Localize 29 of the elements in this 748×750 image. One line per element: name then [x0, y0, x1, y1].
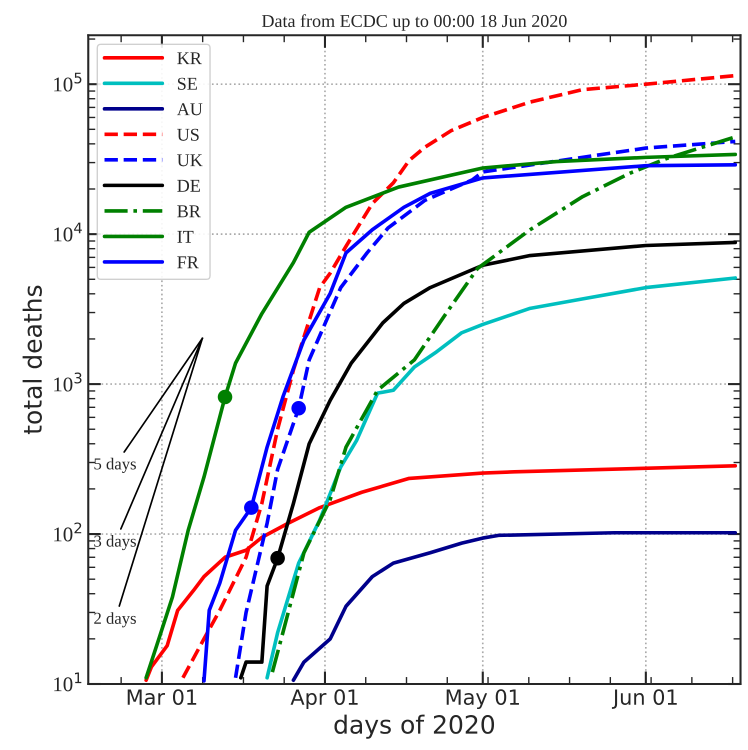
- y-tick-label: 10$^{4}$: [54, 222, 82, 242]
- legend-label: US: [177, 128, 199, 141]
- point: [218, 390, 232, 404]
- legend-label: UK: [177, 154, 203, 166]
- y-tick-label: 10$^{5}$: [54, 72, 82, 92]
- x-tick-label: May 01: [446, 689, 519, 710]
- annotation: 3 days: [94, 534, 136, 550]
- legend-label: SE: [178, 78, 197, 90]
- point: [291, 400, 306, 416]
- legend-label: KR: [177, 52, 202, 64]
- legend-label: FR: [177, 256, 199, 268]
- chart-title: Data from ECDC up to 00:00 18 Jun 2020: [262, 14, 567, 31]
- x-axis-title: days of 2020: [334, 714, 494, 739]
- annotation: 2 days: [94, 612, 136, 628]
- point: [270, 550, 285, 566]
- y-tick-label: 10$^{1}$: [54, 672, 82, 692]
- legend-label: DE: [177, 180, 200, 192]
- line-series: [292, 530, 738, 682]
- point: [244, 500, 259, 515]
- y-tick-label: 10$^{3}$: [54, 372, 82, 392]
- x-tick-label: Apr 01: [290, 689, 358, 710]
- legend-label: AU: [176, 103, 202, 116]
- y-tick-label: 10$^{2}$: [54, 522, 82, 542]
- legend-label: IT: [177, 230, 194, 243]
- annotation: 5 days: [94, 458, 136, 473]
- legend-label: BR: [177, 205, 201, 218]
- x-tick-label: Mar 01: [128, 689, 196, 705]
- y-axis-title: total deaths: [22, 286, 42, 434]
- x-tick-label: Jun 01: [612, 689, 677, 709]
